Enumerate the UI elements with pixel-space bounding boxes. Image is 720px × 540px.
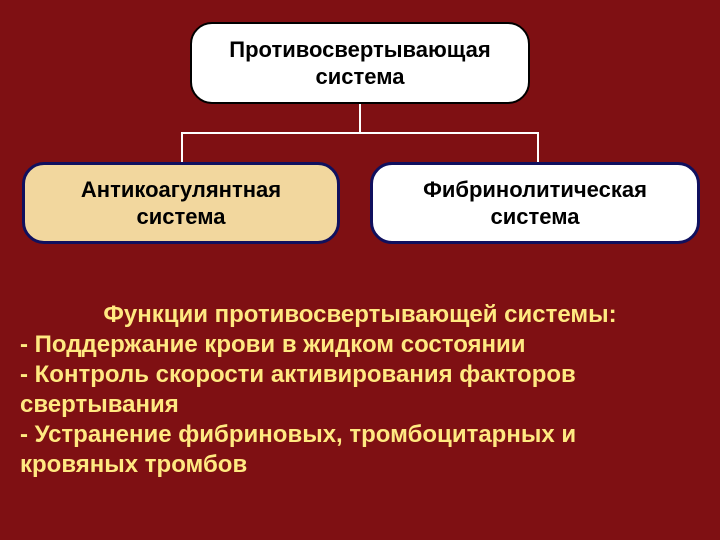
node-top-label: Противосвертывающая система	[229, 36, 490, 91]
node-right-label: Фибринолитическая система	[423, 176, 647, 231]
connector-bar	[181, 132, 539, 134]
node-right: Фибринолитическая система	[370, 162, 700, 244]
slide-canvas: Противосвертывающая система Антикоагулян…	[0, 0, 720, 540]
node-top: Противосвертывающая система	[190, 22, 530, 104]
functions-item: - Контроль скорости активирования фактор…	[20, 360, 700, 420]
functions-block: Функции противосвертывающей системы: - П…	[20, 300, 700, 480]
node-left-label: Антикоагулянтная система	[81, 176, 281, 231]
functions-item: - Поддержание крови в жидком состоянии	[20, 330, 700, 360]
functions-title: Функции противосвертывающей системы:	[20, 300, 700, 330]
connector-drop-r	[537, 132, 539, 163]
functions-item: - Устранение фибриновых, тромбоцитарных …	[20, 420, 700, 480]
connector-drop-l	[181, 132, 183, 163]
connector-stem	[359, 104, 361, 134]
node-left: Антикоагулянтная система	[22, 162, 340, 244]
